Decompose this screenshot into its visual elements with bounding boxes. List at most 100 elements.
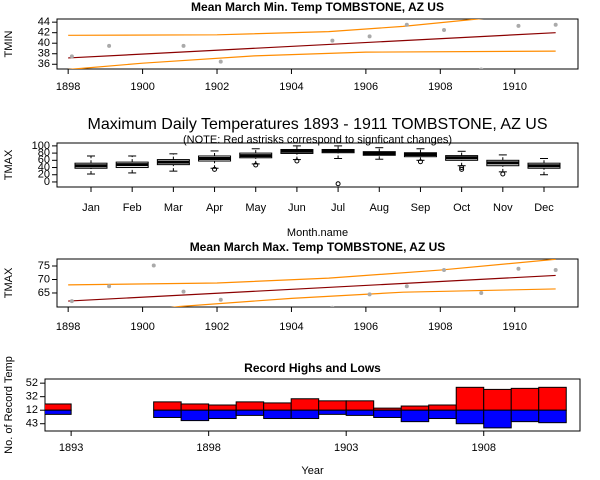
outlier	[459, 166, 465, 172]
plot-area	[45, 386, 567, 429]
data-point	[151, 263, 156, 268]
x-tick-label: 1906	[354, 81, 378, 93]
x-tick-label: 1898	[56, 81, 80, 93]
plot-area	[68, 259, 558, 307]
bar	[180, 403, 210, 411]
bar	[45, 403, 72, 411]
x-tick-label: 1904	[279, 321, 303, 333]
data-point	[367, 34, 372, 39]
trend-line	[68, 274, 556, 302]
outlier	[500, 171, 506, 177]
bar	[373, 409, 402, 418]
x-axis-label: Year	[301, 465, 324, 477]
plot-frame	[56, 142, 579, 188]
data-point	[107, 284, 112, 289]
y-tick-label: 40	[38, 161, 50, 173]
x-tick-label: 1893	[59, 442, 83, 454]
y-tick-label: 40	[38, 37, 50, 49]
y-tick-label: 36	[38, 58, 50, 70]
x-tick-label: 1900	[130, 321, 154, 333]
data-point	[553, 22, 558, 27]
y-tick-label: 80	[38, 147, 50, 159]
y-tick-label: 0	[44, 176, 50, 188]
bar	[400, 405, 430, 411]
data-point	[218, 59, 223, 64]
trend-line	[68, 19, 484, 36]
bar	[318, 409, 347, 415]
outlier	[212, 166, 218, 172]
y-tick-label: 42	[38, 27, 50, 39]
x-tick-label: Jan	[82, 202, 100, 214]
x-tick-label: 1908	[428, 81, 452, 93]
x-tick-label: 1898	[56, 321, 80, 333]
x-tick-label: 1908	[428, 321, 452, 333]
bar	[345, 409, 375, 416]
bar	[263, 402, 292, 411]
bar	[455, 386, 485, 411]
bar	[538, 409, 567, 424]
y-axis-label: No. of Record Temp	[3, 356, 15, 454]
x-tick-label: Nov	[493, 202, 513, 214]
y-tick-label: 100	[32, 140, 50, 152]
bar	[235, 409, 265, 416]
bar	[153, 401, 182, 411]
data-point	[442, 268, 447, 273]
y-axis-label: TMAX	[3, 149, 15, 180]
y-axis-label: TMAX	[3, 267, 15, 298]
data-point	[181, 289, 186, 294]
x-tick-label: Dec	[534, 202, 554, 214]
y-tick-label: 70	[38, 273, 50, 285]
x-tick-label: 1910	[502, 81, 526, 93]
data-point	[330, 38, 335, 43]
chart-title: Mean March Max. Temp TOMBSTONE, AZ US	[190, 240, 446, 254]
bar	[345, 400, 375, 411]
bar	[290, 398, 320, 411]
x-tick-label: Aug	[369, 202, 389, 214]
x-tick-label: Oct	[453, 202, 470, 214]
x-tick-label: Mar	[164, 202, 183, 214]
data-point	[404, 284, 409, 289]
plot-frame	[56, 258, 579, 308]
y-tick-label: 32	[26, 391, 38, 403]
y-tick-label: 20	[38, 169, 50, 181]
data-point	[218, 297, 223, 302]
bar	[400, 409, 430, 423]
trend-line	[68, 32, 556, 59]
x-tick-label: 1910	[502, 321, 526, 333]
bar	[263, 409, 292, 420]
x-tick-label: 1908	[471, 442, 495, 454]
x-tick-label: Feb	[123, 202, 142, 214]
x-tick-label: 1900	[130, 81, 154, 93]
plot-area	[74, 145, 561, 187]
chart-title: Record Highs and Lows	[244, 361, 381, 375]
chart-title: Mean March Min. Temp TOMBSTONE, AZ US	[191, 0, 444, 14]
outlier	[294, 158, 300, 164]
data-point	[479, 67, 484, 69]
outlier	[459, 165, 465, 171]
trend-line	[68, 50, 556, 69]
x-tick-label: 1898	[196, 442, 220, 454]
chart-title: Maximum Daily Temperatures 1893 - 1911 T…	[87, 116, 547, 133]
x-tick-label: 1902	[205, 321, 229, 333]
bar	[428, 404, 457, 411]
bar	[428, 409, 457, 420]
data-point	[479, 290, 484, 295]
y-tick-label: 12	[26, 404, 38, 416]
y-tick-label: 38	[38, 48, 50, 60]
x-axis-label: Month.name	[287, 227, 348, 239]
x-tick-label: May	[245, 202, 266, 214]
x-tick-label: Jun	[288, 202, 306, 214]
bar	[153, 409, 182, 418]
data-point	[69, 54, 74, 59]
plot-area	[68, 19, 558, 69]
bar	[318, 400, 347, 411]
data-point	[181, 43, 186, 48]
plot-frame	[56, 18, 579, 70]
bar	[45, 409, 72, 415]
x-tick-label: Sep	[411, 202, 431, 214]
x-tick-label: 1904	[279, 81, 303, 93]
x-tick-label: 1903	[334, 442, 358, 454]
trend-line	[68, 259, 556, 286]
bar	[483, 409, 512, 429]
